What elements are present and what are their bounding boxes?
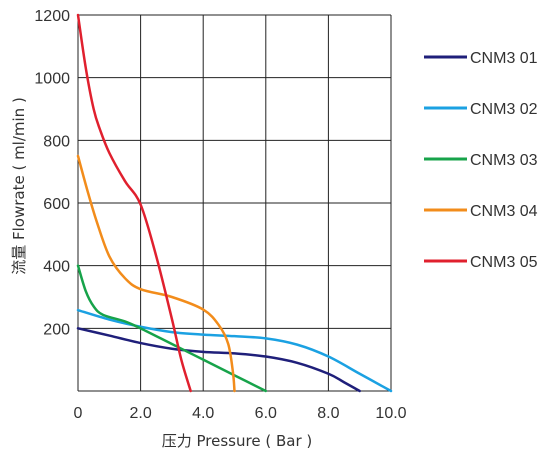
legend: CNM3 01 CNM3 02 CNM3 03 CNM3 04 CNM3 05 bbox=[424, 50, 538, 271]
x-axis-label: 压力 Pressure ( Bar ) bbox=[162, 432, 312, 450]
x-tick-label: 8.0 bbox=[317, 405, 339, 422]
x-tick-label: 0 bbox=[74, 405, 83, 422]
y-tick-label: 200 bbox=[43, 321, 70, 338]
y-tick-label: 600 bbox=[43, 196, 70, 213]
series-line-3 bbox=[76, 264, 268, 393]
y-axis-label: 流量 Flowrate ( ml/min ) bbox=[10, 97, 28, 275]
series-lines bbox=[76, 13, 393, 393]
legend-label: CNM3 01 bbox=[470, 50, 538, 67]
grid bbox=[77, 14, 392, 392]
series-line-5 bbox=[76, 13, 192, 393]
series-line-1 bbox=[76, 327, 361, 393]
y-tick-label: 1200 bbox=[34, 8, 70, 25]
series-line-4 bbox=[76, 154, 236, 393]
y-tick-label: 800 bbox=[43, 133, 70, 150]
x-tick-label: 2.0 bbox=[129, 405, 151, 422]
x-tick-labels: 0 2.0 4.0 6.0 8.0 10.0 bbox=[74, 405, 407, 422]
legend-label: CNM3 05 bbox=[470, 254, 538, 271]
y-tick-label: 400 bbox=[43, 259, 70, 276]
legend-label: CNM3 02 bbox=[470, 101, 538, 118]
y-tick-label: 1000 bbox=[34, 71, 70, 88]
x-tick-label: 4.0 bbox=[192, 405, 214, 422]
legend-label: CNM3 04 bbox=[470, 203, 538, 220]
x-tick-label: 10.0 bbox=[375, 405, 406, 422]
legend-label: CNM3 03 bbox=[470, 152, 538, 169]
y-tick-labels: 200 400 600 800 1000 1200 bbox=[34, 8, 70, 338]
x-tick-label: 6.0 bbox=[255, 405, 277, 422]
